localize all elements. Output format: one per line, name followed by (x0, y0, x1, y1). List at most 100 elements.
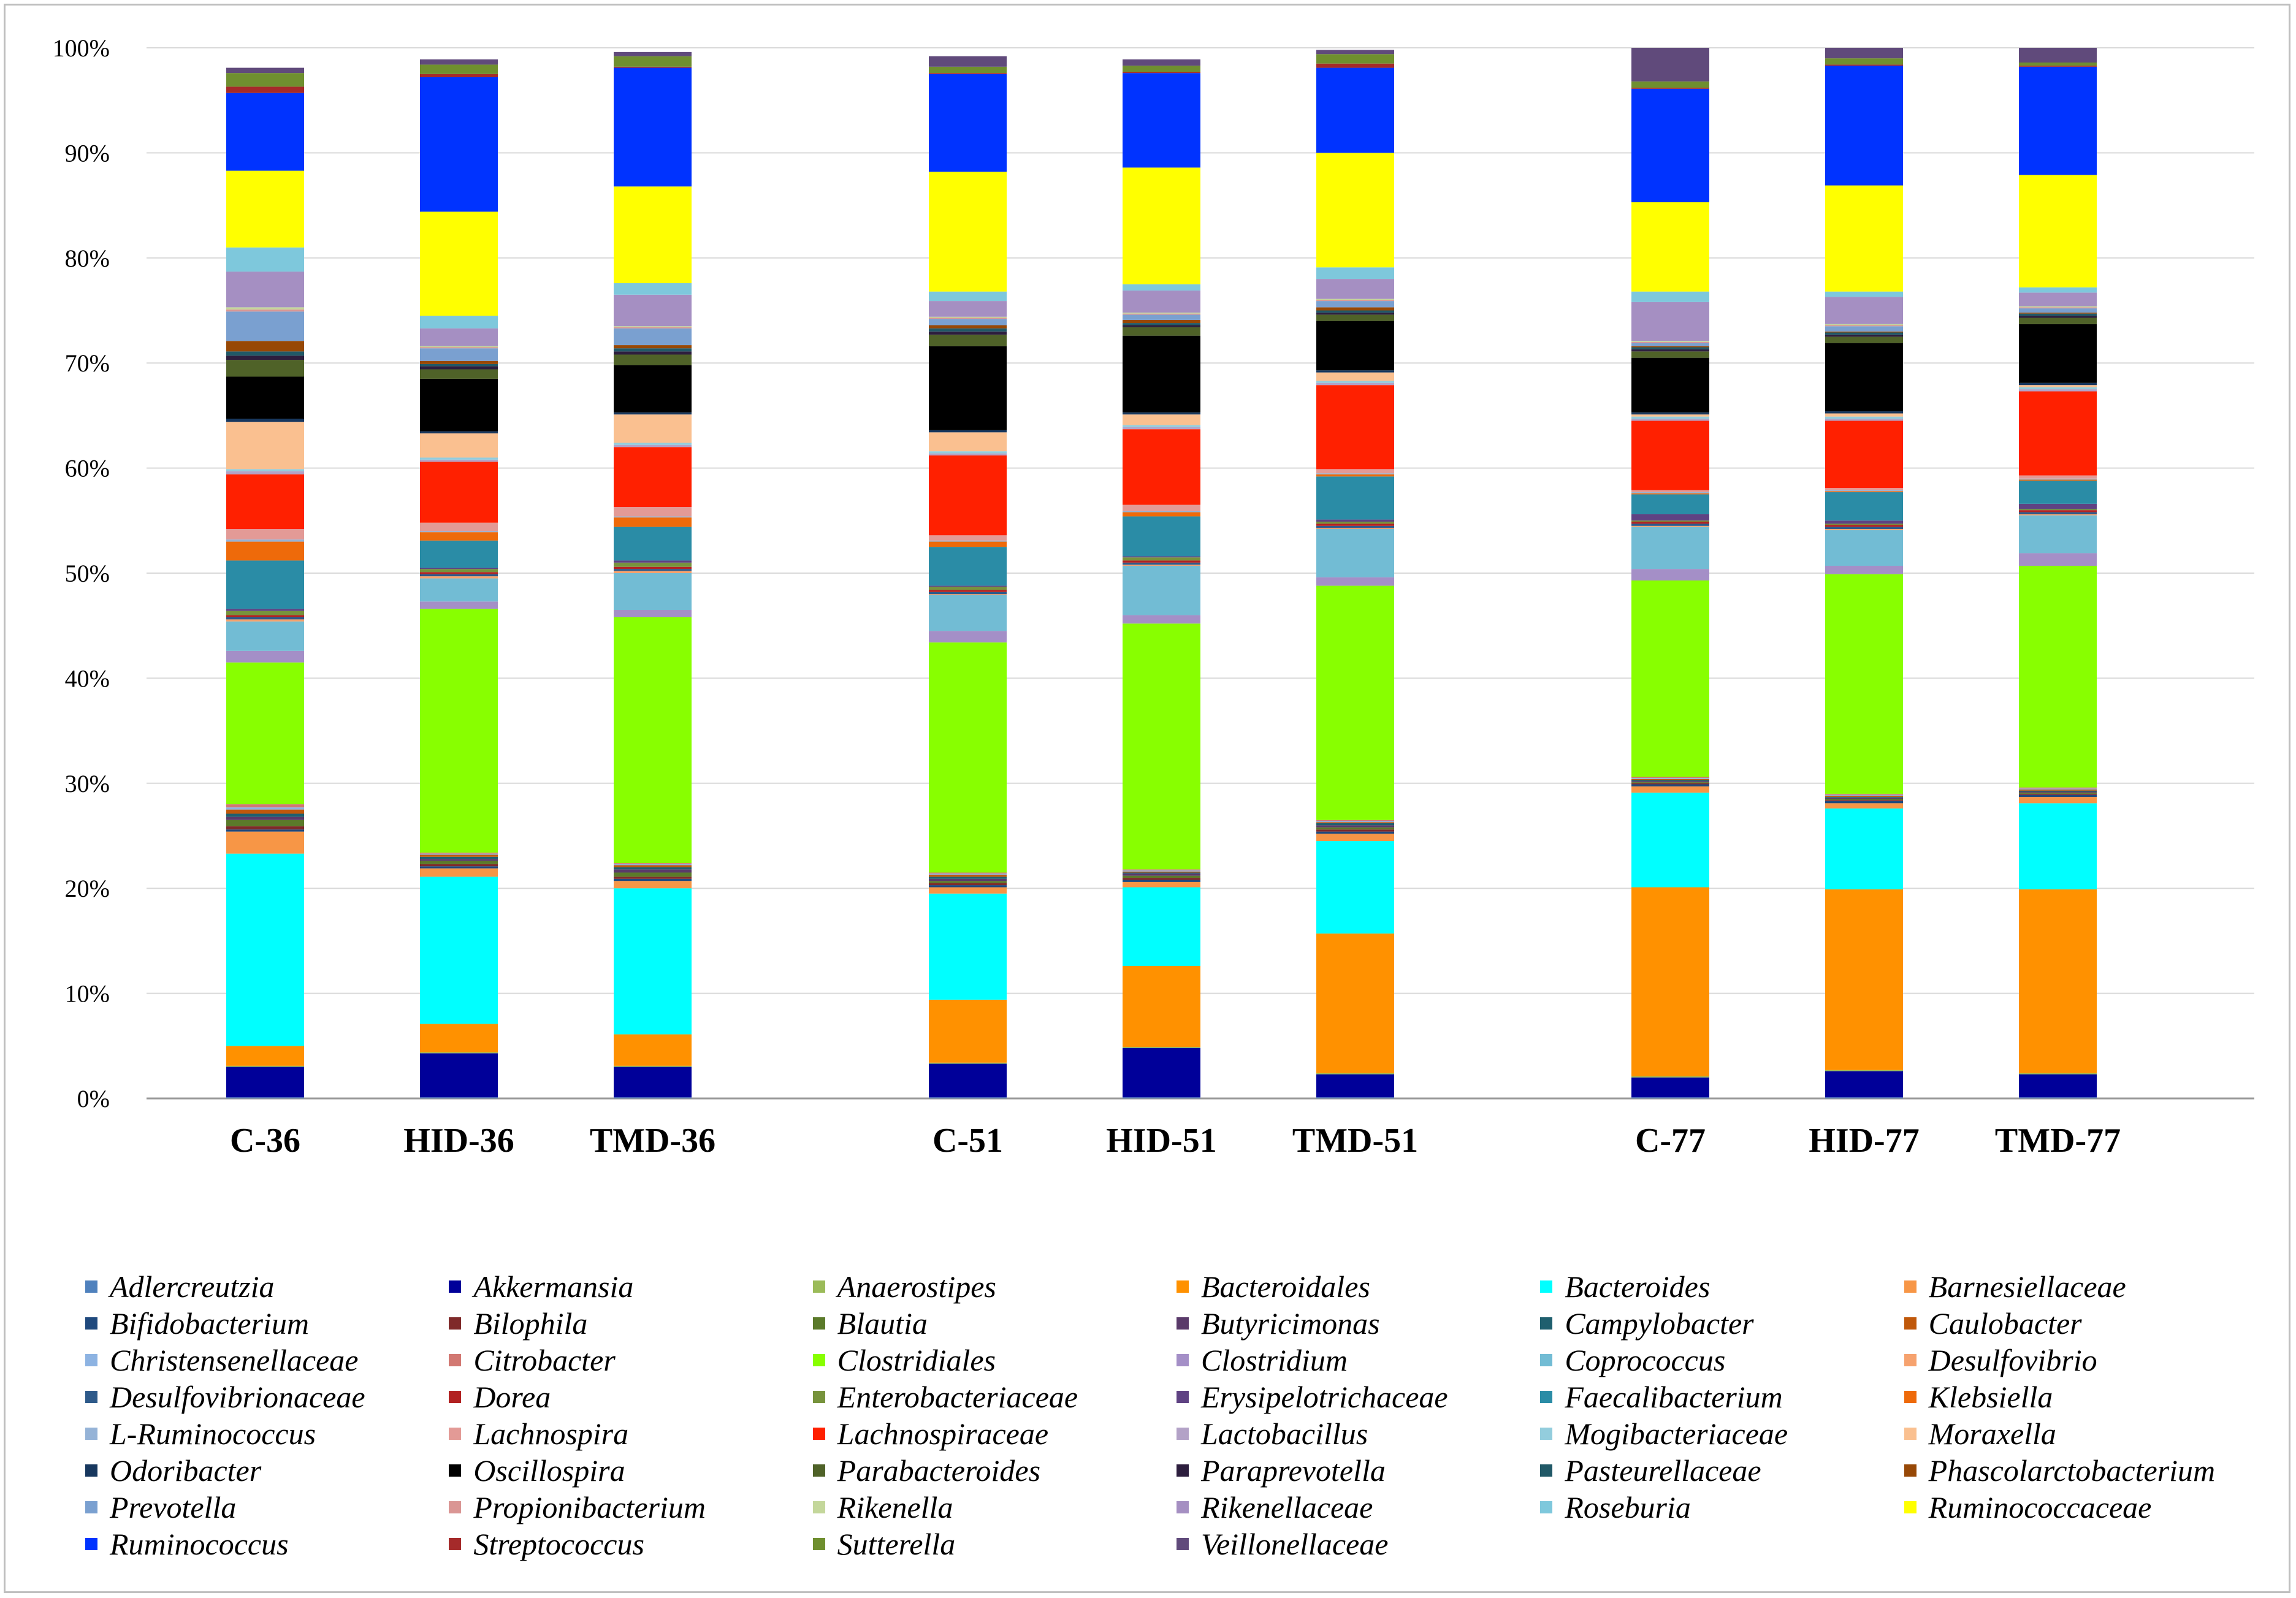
bar-segment (1631, 525, 1709, 527)
bar-segment (226, 1046, 304, 1066)
bar-segment (1631, 1077, 1709, 1098)
legend-item: Clostridium (1176, 1343, 1540, 1377)
bar-segment (1316, 300, 1394, 302)
legend-item: Bacteroides (1540, 1269, 1904, 1304)
legend-label: Paraprevotella (1200, 1453, 1386, 1488)
legend-item: Akkermansia (449, 1269, 812, 1304)
legend-item: Phascolarctobacterium (1904, 1453, 2268, 1488)
bar-segment (1123, 511, 1200, 512)
bar-segment (1123, 314, 1200, 320)
legend-label: Streptococcus (473, 1527, 644, 1561)
bar-segment (1825, 491, 1903, 493)
bar-segment (1825, 48, 1903, 59)
y-tick-label: 20% (65, 875, 110, 902)
bar-segment (1631, 341, 1709, 343)
bar-segment (226, 820, 304, 827)
legend: Adlercreutzia Akkermansia Anaerostipes Bact… (85, 1269, 2268, 1561)
bar-segment (1123, 878, 1200, 880)
bar-segment (226, 1065, 304, 1067)
legend-item: Propionibacterium (449, 1490, 812, 1524)
bar-segment (226, 419, 304, 422)
chart-frame: 0% 10% 20% 30% 40% 50% 60% 70% 80% 90% 100% C-36 HI… (4, 4, 2290, 1593)
bar-segment (420, 1024, 498, 1052)
bar-segment (614, 888, 692, 1035)
legend-swatch (1904, 1317, 1917, 1330)
bar-segment (1123, 425, 1200, 427)
bar-segment (1123, 325, 1200, 327)
bar-segment (1631, 781, 1709, 783)
legend-label: Oscillospira (473, 1453, 625, 1488)
bar-segment (1631, 523, 1709, 526)
bar-segment (226, 469, 304, 471)
bar-segment (1825, 488, 1903, 490)
bar-segment (1825, 525, 1903, 527)
bar-segment (1631, 777, 1709, 778)
bar-segment (2019, 382, 2097, 386)
bar-segment (929, 873, 1007, 875)
category-label: HID-36 (403, 1122, 514, 1160)
bar-segment (226, 356, 304, 360)
legend-swatch (85, 1538, 97, 1550)
bar-segment (614, 354, 692, 365)
bar-segment (929, 883, 1007, 886)
legend-swatch (812, 1428, 825, 1440)
bar-segment (929, 331, 1007, 335)
bar-segment (2019, 312, 2097, 314)
bar-segment (1316, 519, 1394, 522)
legend-item: Parabacteroides (812, 1453, 1177, 1488)
bar-segment (226, 611, 304, 615)
bar-segment (226, 619, 304, 622)
bar-segment (2019, 324, 2097, 383)
bar-segment (1123, 504, 1200, 511)
bar-segment (1631, 782, 1709, 783)
bar-segment (226, 311, 304, 341)
legend-item: Ruminococcus (85, 1527, 449, 1561)
bar-segment (614, 863, 692, 864)
legend-swatch (812, 1391, 825, 1403)
bar-segment (420, 576, 498, 579)
bar-segment (1316, 820, 1394, 821)
bar-segment (614, 562, 692, 567)
bar-segment (420, 853, 498, 855)
bar-segment (1825, 793, 1903, 795)
legend-label: Parabacteroides (837, 1453, 1041, 1488)
y-tick-label: 90% (65, 139, 110, 167)
bar-segment (2019, 793, 2097, 794)
bar-segment (420, 861, 498, 864)
bar-segment (1316, 476, 1394, 520)
bar-segment (614, 867, 692, 870)
legend-swatch (449, 1317, 462, 1330)
bar-segment (929, 642, 1007, 873)
bar-segment (1316, 469, 1394, 474)
bar-segment (226, 541, 304, 561)
bar-segment (614, 66, 692, 68)
bar-segment (1316, 54, 1394, 64)
bar-segment (614, 865, 692, 867)
bar-segment (929, 316, 1007, 318)
bar-segment (420, 868, 498, 877)
legend-label: Anaerostipes (837, 1269, 996, 1304)
legend-label: Desulfovibrionaceae (110, 1380, 365, 1414)
bar-segment (1316, 267, 1394, 280)
legend-item: Faecalibacterium (1540, 1380, 1904, 1414)
bar-segment (420, 532, 498, 541)
bar-segment (1825, 574, 1903, 794)
bar-segment (420, 578, 498, 602)
bar-segment (929, 346, 1007, 430)
bar-segment (1825, 797, 1903, 798)
bar-tmd-36 (614, 51, 692, 1098)
y-tick-label: 30% (65, 770, 110, 797)
bar-segment (614, 881, 692, 889)
y-tick-label: 40% (65, 664, 110, 692)
bar-segment (929, 587, 1007, 590)
bar-segment (929, 885, 1007, 888)
bar-segment (614, 573, 692, 610)
bar-segment (1123, 870, 1200, 872)
bar-segment (1825, 334, 1903, 337)
legend-label: Blautia (837, 1306, 928, 1341)
bar-segment (1825, 64, 1903, 66)
bar-segment (614, 516, 692, 518)
bar-segment (614, 294, 692, 327)
bar-segment (420, 574, 498, 577)
bar-segment (929, 172, 1007, 292)
